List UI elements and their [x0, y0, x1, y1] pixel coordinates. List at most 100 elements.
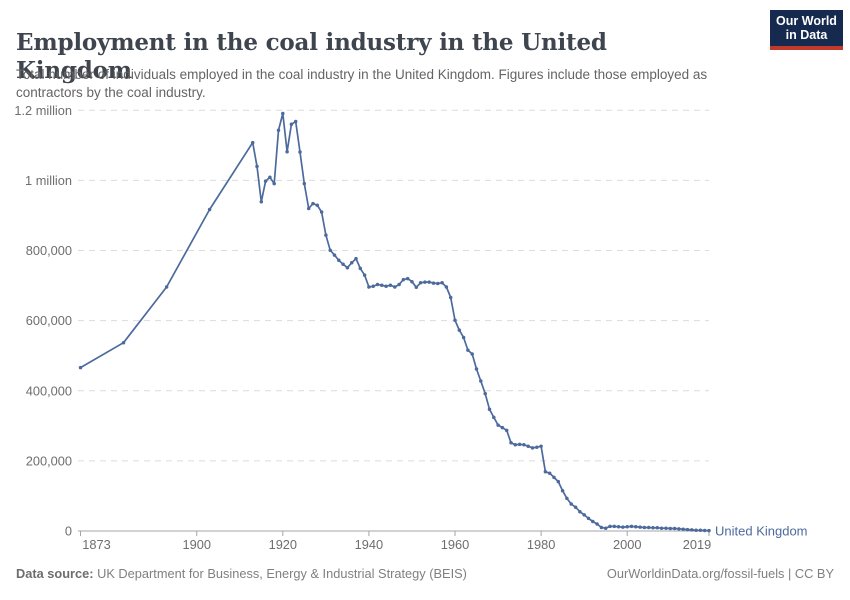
- data-point: [362, 273, 367, 277]
- data-point: [556, 479, 561, 484]
- data-point: [702, 528, 707, 533]
- data-point: [535, 445, 539, 449]
- data-point: [207, 207, 212, 212]
- y-tick-label: 1 million: [25, 173, 72, 188]
- attribution-link[interactable]: OurWorldinData.org/fossil-fuels | CC BY: [606, 566, 834, 581]
- data-point: [453, 318, 457, 323]
- data-source-text: UK Department for Business, Energy & Ind…: [93, 566, 467, 581]
- data-point: [444, 285, 449, 289]
- data-point: [121, 340, 126, 345]
- data-point: [522, 443, 526, 447]
- x-tick-label: 1873: [82, 537, 110, 552]
- data-point: [423, 280, 427, 284]
- data-point: [259, 200, 264, 204]
- data-point: [457, 328, 462, 332]
- data-point: [573, 505, 578, 509]
- data-point: [393, 285, 397, 289]
- data-point: [337, 258, 341, 263]
- x-tick-label: 1900: [182, 537, 210, 552]
- data-point: [328, 248, 332, 252]
- data-point: [500, 425, 505, 430]
- data-point: [78, 365, 83, 370]
- data-point: [401, 277, 406, 282]
- y-tick-label: 200,000: [26, 453, 72, 468]
- data-point: [530, 446, 535, 450]
- data-point: [504, 428, 509, 433]
- data-point: [281, 111, 285, 116]
- data-point: [677, 527, 681, 531]
- data-point: [427, 280, 431, 284]
- data-point: [483, 391, 487, 396]
- data-point: [324, 233, 328, 237]
- data-point: [513, 443, 518, 447]
- data-point: [659, 526, 664, 530]
- data-point: [492, 415, 496, 420]
- data-point: [595, 522, 599, 526]
- data-point: [634, 525, 638, 529]
- data-point: [388, 283, 393, 287]
- data-point: [285, 149, 289, 154]
- owid-logo[interactable]: Our World in Data: [770, 10, 843, 50]
- data-point: [414, 285, 419, 290]
- data-point: [681, 527, 685, 531]
- data-point: [479, 379, 483, 383]
- data-point: [263, 179, 268, 183]
- data-point: [646, 525, 651, 530]
- data-point: [526, 444, 530, 448]
- page-title: Employment in the coal industry in the U…: [16, 29, 607, 85]
- owid-logo-line2: in Data: [785, 28, 828, 42]
- data-point: [410, 279, 414, 284]
- x-tick-label: 1940: [355, 537, 383, 552]
- data-point: [638, 525, 642, 529]
- x-tick-label: 1960: [441, 537, 469, 552]
- data-point: [255, 164, 259, 169]
- data-source-note: Data source: UK Department for Business,…: [16, 564, 467, 584]
- data-point: [268, 175, 272, 180]
- data-point: [354, 256, 358, 261]
- data-point: [358, 266, 363, 271]
- data-point: [436, 281, 440, 286]
- data-point: [552, 475, 556, 480]
- data-point: [496, 423, 500, 427]
- data-point: [655, 526, 660, 530]
- data-point: [621, 525, 625, 529]
- data-point: [315, 203, 320, 208]
- data-point: [332, 253, 337, 257]
- data-point: [272, 181, 276, 186]
- employment-series-line: [79, 112, 710, 532]
- data-point: [311, 201, 315, 206]
- data-point: [341, 262, 345, 266]
- data-point: [474, 367, 479, 371]
- data-point: [565, 496, 569, 501]
- data-point: [289, 122, 294, 127]
- data-point: [448, 295, 453, 300]
- data-point: [698, 528, 703, 533]
- chart-footer: Data source: UK Department for Business,…: [16, 564, 834, 584]
- data-point: [509, 440, 513, 445]
- y-tick-label: 400,000: [26, 383, 72, 398]
- data-point: [578, 509, 582, 514]
- owid-logo-line1: Our World: [776, 14, 837, 28]
- data-source-label: Data source:: [16, 566, 94, 581]
- data-point: [685, 527, 690, 532]
- data-point: [672, 526, 677, 531]
- x-tick-label: 2019: [683, 537, 711, 552]
- data-point: [298, 150, 302, 154]
- data-point: [367, 285, 371, 289]
- data-point: [569, 502, 573, 506]
- attribution-license[interactable]: OurWorldinData.org/fossil-fuels | CC BY: [607, 564, 834, 584]
- x-tick-label: 2000: [613, 537, 641, 552]
- data-point: [466, 348, 470, 352]
- data-point: [487, 407, 492, 412]
- entity-label: United Kingdom: [715, 524, 808, 539]
- chart-subtitle: Total number of individuals employed in …: [16, 66, 708, 100]
- data-point: [599, 525, 604, 530]
- data-point: [651, 526, 655, 530]
- data-point: [293, 119, 298, 124]
- y-tick-label: 600,000: [26, 313, 72, 328]
- data-point: [371, 284, 375, 289]
- data-point: [591, 519, 595, 524]
- data-point: [690, 528, 694, 532]
